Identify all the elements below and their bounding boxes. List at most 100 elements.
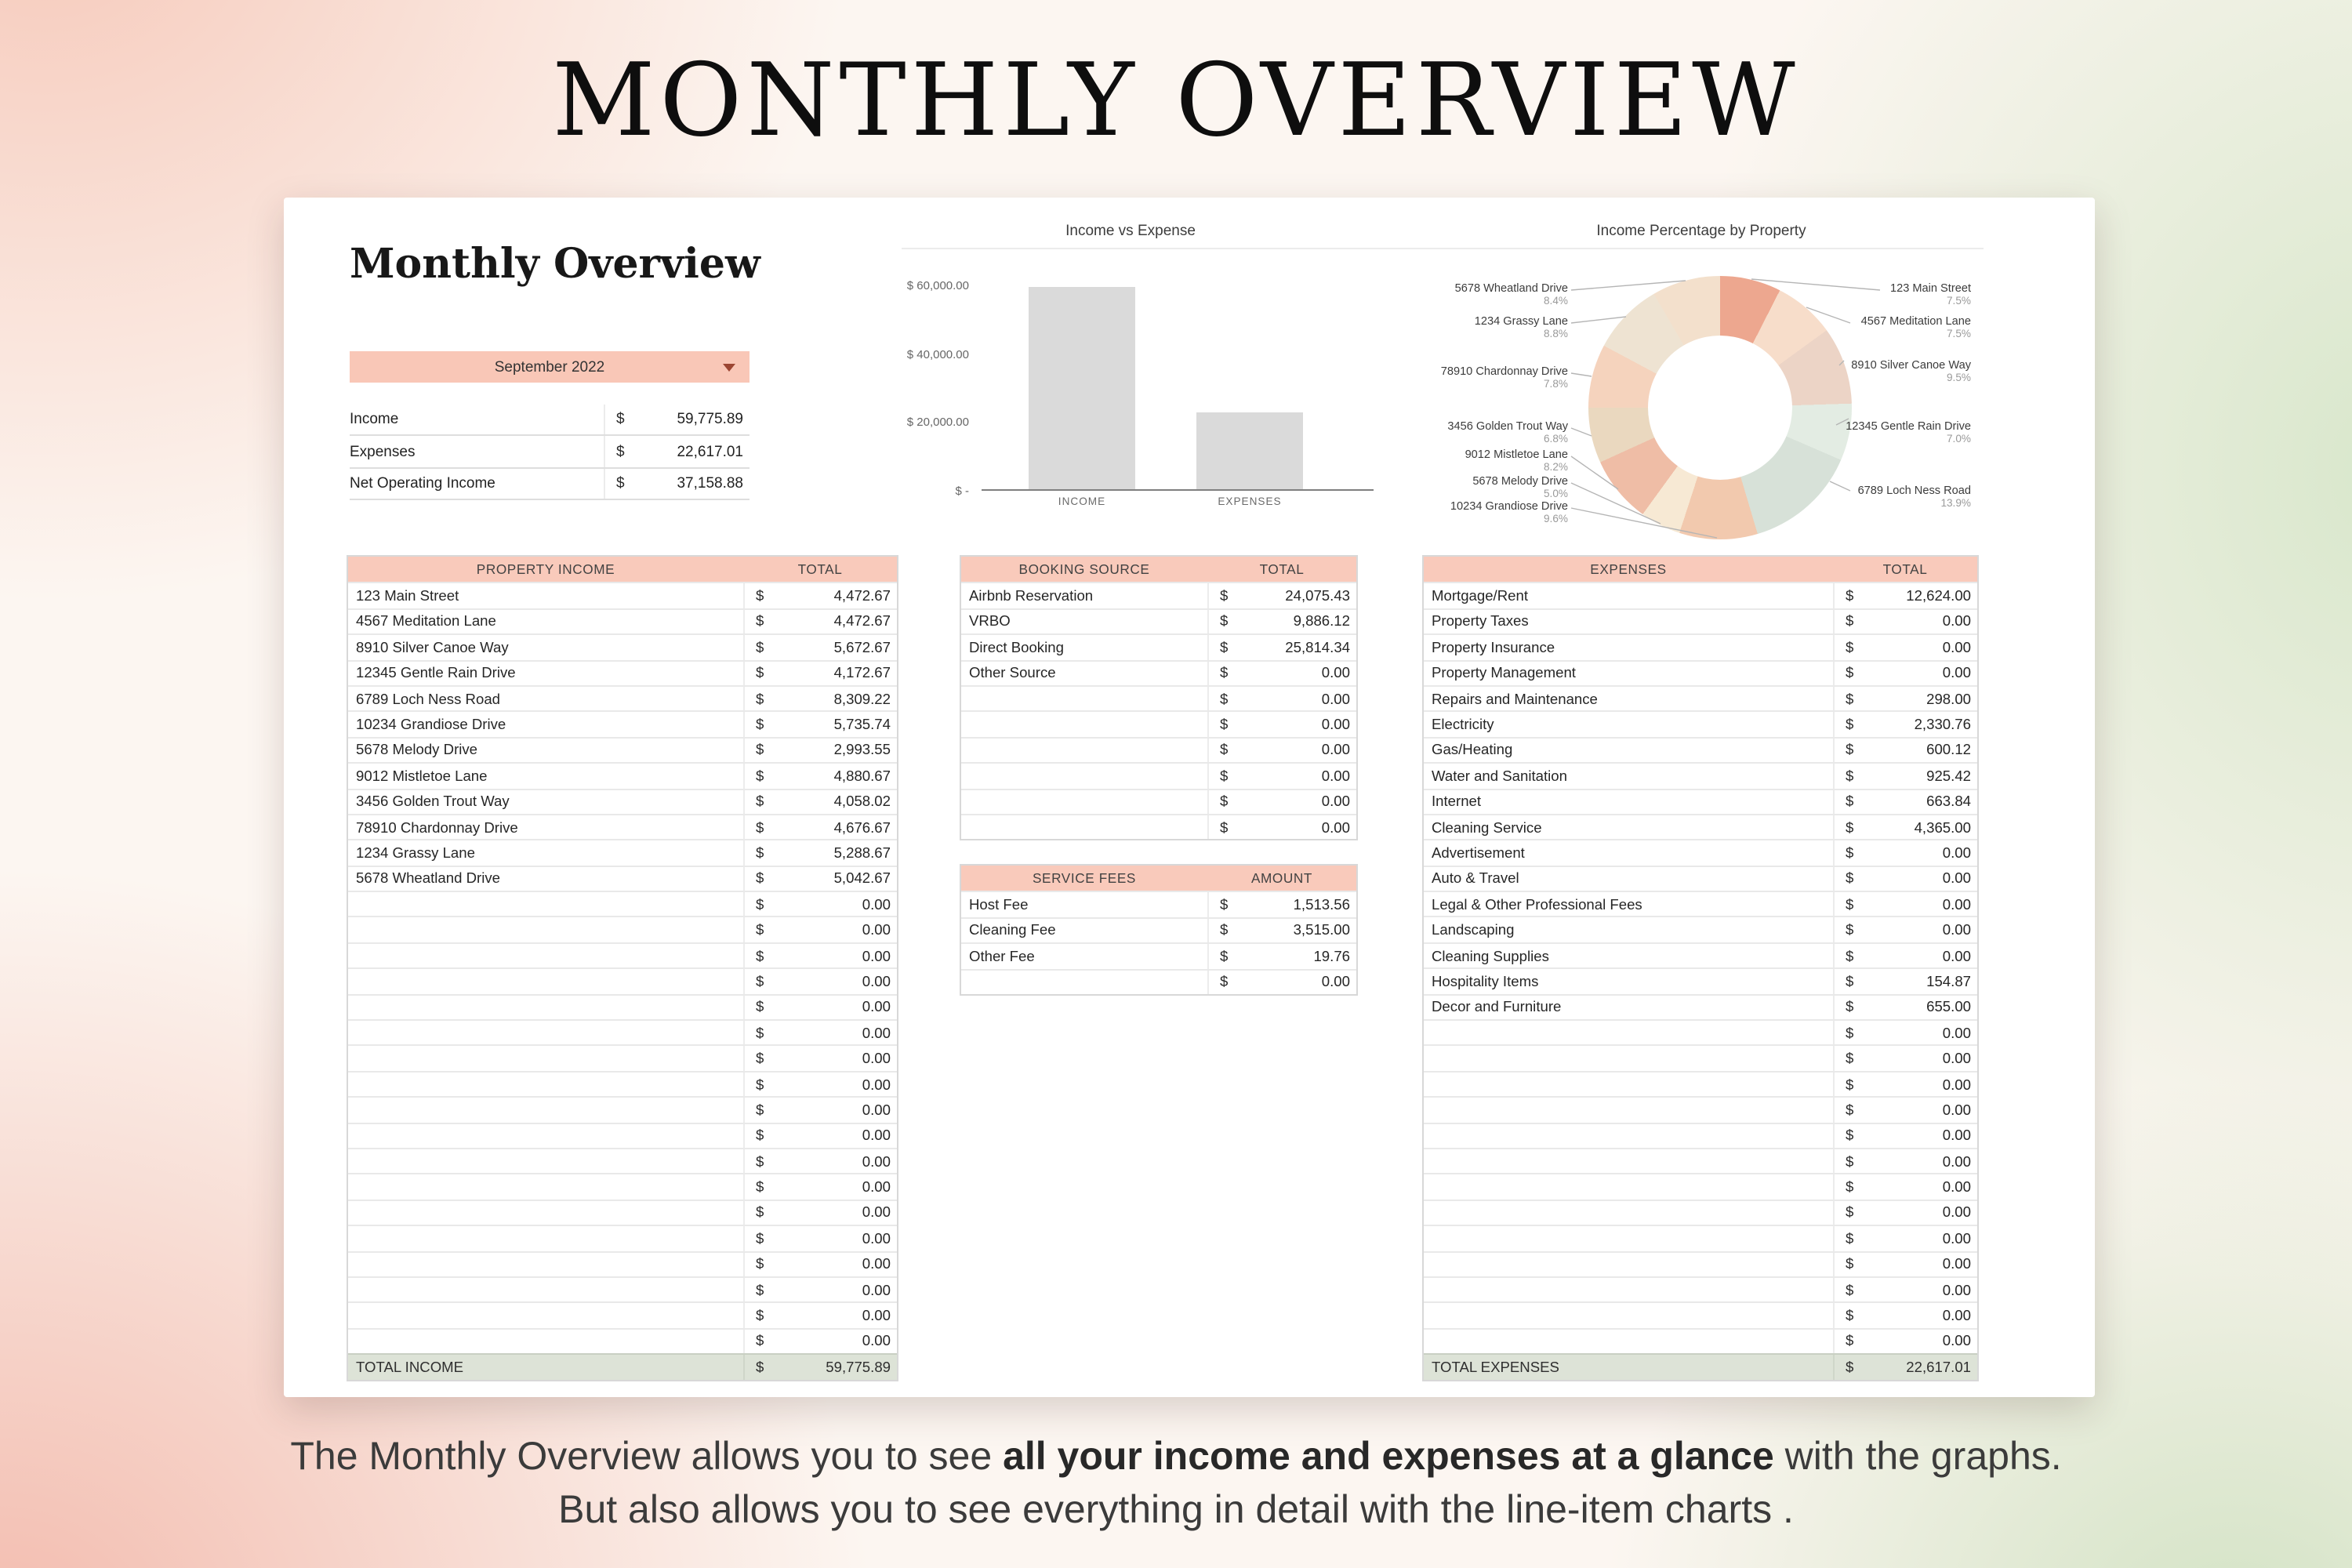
summary-table: Income $ 59,775.89 Expenses $ 22,617.01 bbox=[350, 405, 750, 501]
table-row: $ 0.00 bbox=[961, 684, 1356, 711]
y-tick-label: $ 40,000.00 bbox=[906, 347, 969, 361]
cell-value: 154.87 bbox=[1926, 973, 1971, 989]
currency-symbol: $ bbox=[1846, 1282, 1854, 1298]
currency-symbol: $ bbox=[756, 665, 764, 681]
cell-value: 0.00 bbox=[1321, 974, 1350, 990]
cell-name: Mortgage/Rent bbox=[1432, 588, 1528, 604]
cell-name: Property Insurance bbox=[1432, 639, 1555, 655]
table-row: Hospitality Items $ 154.87 bbox=[1424, 967, 1977, 994]
summary-amount: $ 22,617.01 bbox=[604, 436, 750, 467]
currency-symbol: $ bbox=[756, 793, 764, 810]
cell-value: 0.00 bbox=[862, 1076, 891, 1092]
cell-value: 0.00 bbox=[1321, 742, 1350, 758]
cell-amount: $ 0.00 bbox=[1833, 840, 1977, 866]
cell-amount: $ 298.00 bbox=[1833, 686, 1977, 711]
cell-amount: $ 1,513.56 bbox=[1207, 892, 1356, 917]
cell-value: 0.00 bbox=[1321, 665, 1350, 681]
cell-name: VRBO bbox=[969, 613, 1011, 630]
summary-row: Expenses $ 22,617.01 bbox=[350, 436, 750, 469]
cell-amount: $ 925.42 bbox=[1833, 764, 1977, 789]
cell-amount: $ 2,993.55 bbox=[743, 738, 897, 763]
table-row: $ 0.00 bbox=[1424, 1250, 1977, 1276]
table-row: $ 0.00 bbox=[348, 1173, 897, 1200]
table-row: $ 0.00 bbox=[1424, 1122, 1977, 1148]
cell-value: 2,993.55 bbox=[833, 742, 891, 758]
cell-amount: $ 0.00 bbox=[1207, 789, 1356, 814]
table-row: Direct Booking $ 25,814.34 bbox=[961, 633, 1356, 660]
currency-symbol: $ bbox=[1846, 1333, 1854, 1349]
cell-value: 19.76 bbox=[1313, 948, 1350, 964]
table-row: $ 0.00 bbox=[348, 1276, 897, 1302]
currency-symbol: $ bbox=[1846, 1153, 1854, 1170]
table-row: Cleaning Fee $ 3,515.00 bbox=[961, 916, 1356, 943]
cell-amount: $ 0.00 bbox=[743, 995, 897, 1020]
cell-value: 0.00 bbox=[1942, 1051, 1971, 1067]
caption-line-1: The Monthly Overview allows you to see a… bbox=[0, 1430, 2352, 1483]
page-title: MONTHLY OVERVIEW bbox=[552, 44, 1800, 160]
cell-value: 0.00 bbox=[862, 973, 891, 989]
cell-value: 5,288.67 bbox=[833, 844, 891, 861]
cell-name: Property Taxes bbox=[1432, 613, 1529, 630]
cell-amount: $ 0.00 bbox=[743, 1021, 897, 1045]
table-row: $ 0.00 bbox=[961, 762, 1356, 789]
donut-label: 9012 Mistletoe Lane 8.2% bbox=[1465, 447, 1568, 473]
cell-value: 25,814.34 bbox=[1285, 639, 1350, 655]
table-row: Auto & Travel $ 0.00 bbox=[1424, 865, 1977, 891]
cell-name: Hospitality Items bbox=[1432, 973, 1539, 989]
cell-value: 0.00 bbox=[862, 896, 891, 913]
currency-symbol: $ bbox=[616, 474, 625, 492]
table-row: $ 0.00 bbox=[348, 1301, 897, 1328]
currency-symbol: $ bbox=[756, 948, 764, 964]
cell-value: 298.00 bbox=[1926, 691, 1971, 707]
cell-value: 0.00 bbox=[862, 1256, 891, 1272]
table-row: $ 0.00 bbox=[348, 1122, 897, 1148]
currency-symbol: $ bbox=[1846, 1179, 1854, 1196]
table-row: 6789 Loch Ness Road $ 8,309.22 bbox=[348, 684, 897, 711]
currency-symbol: $ bbox=[1846, 588, 1854, 604]
cell-amount: $ 0.00 bbox=[1207, 738, 1356, 763]
cell-amount: $ 0.00 bbox=[743, 892, 897, 916]
currency-symbol: $ bbox=[756, 1025, 764, 1041]
cell-amount: $ 0.00 bbox=[743, 1046, 897, 1071]
currency-symbol: $ bbox=[756, 768, 764, 784]
booking-source-table: BOOKING SOURCE TOTAL Airbnb Reservation … bbox=[960, 555, 1358, 841]
table-row: $ 0.00 bbox=[348, 1096, 897, 1123]
cell-amount: $ 8,309.22 bbox=[743, 686, 897, 711]
currency-symbol: $ bbox=[1846, 896, 1854, 913]
donut-label: 8910 Silver Canoe Way 9.5% bbox=[1851, 358, 1971, 383]
month-dropdown[interactable]: September 2022 bbox=[350, 351, 750, 383]
table-row: Decor and Furniture $ 655.00 bbox=[1424, 993, 1977, 1020]
currency-symbol: $ bbox=[1846, 844, 1854, 861]
cell-value: 4,472.67 bbox=[833, 588, 891, 604]
summary-label: Expenses bbox=[350, 443, 416, 461]
cell-name: 8910 Silver Canoe Way bbox=[356, 639, 509, 655]
cell-value: 0.00 bbox=[862, 1308, 891, 1324]
chevron-down-icon bbox=[723, 364, 735, 372]
cell-value: 3,515.00 bbox=[1293, 922, 1350, 938]
header-total: TOTAL bbox=[797, 561, 843, 578]
cell-amount: $ 0.00 bbox=[1833, 635, 1977, 660]
cell-amount: $ 5,672.67 bbox=[743, 635, 897, 660]
cell-amount: $ 24,075.43 bbox=[1207, 583, 1356, 608]
cell-value: 0.00 bbox=[862, 1051, 891, 1067]
table-header: SERVICE FEES AMOUNT bbox=[961, 866, 1356, 891]
currency-symbol: $ bbox=[756, 819, 764, 836]
cell-amount: $ 0.00 bbox=[1833, 609, 1977, 634]
table-row: 10234 Grandiose Drive $ 5,735.74 bbox=[348, 710, 897, 737]
cell-name: Airbnb Reservation bbox=[969, 588, 1094, 604]
cell-value: 0.00 bbox=[1942, 1076, 1971, 1092]
header-name: BOOKING SOURCE bbox=[1018, 561, 1150, 578]
cell-value: 4,172.67 bbox=[833, 665, 891, 681]
table-row: Internet $ 663.84 bbox=[1424, 788, 1977, 814]
table-row: $ 0.00 bbox=[348, 1044, 897, 1071]
footer-label: TOTAL EXPENSES bbox=[1432, 1359, 1559, 1375]
month-dropdown-value: September 2022 bbox=[494, 358, 605, 376]
table-row: $ 0.00 bbox=[961, 788, 1356, 814]
currency-symbol: $ bbox=[1220, 768, 1229, 784]
table-row: $ 0.00 bbox=[348, 916, 897, 942]
currency-symbol: $ bbox=[1846, 973, 1854, 989]
currency-symbol: $ bbox=[756, 717, 764, 733]
header-name: SERVICE FEES bbox=[1032, 870, 1136, 887]
table-row: VRBO $ 9,886.12 bbox=[961, 608, 1356, 634]
cell-amount: $ 4,058.02 bbox=[743, 789, 897, 814]
